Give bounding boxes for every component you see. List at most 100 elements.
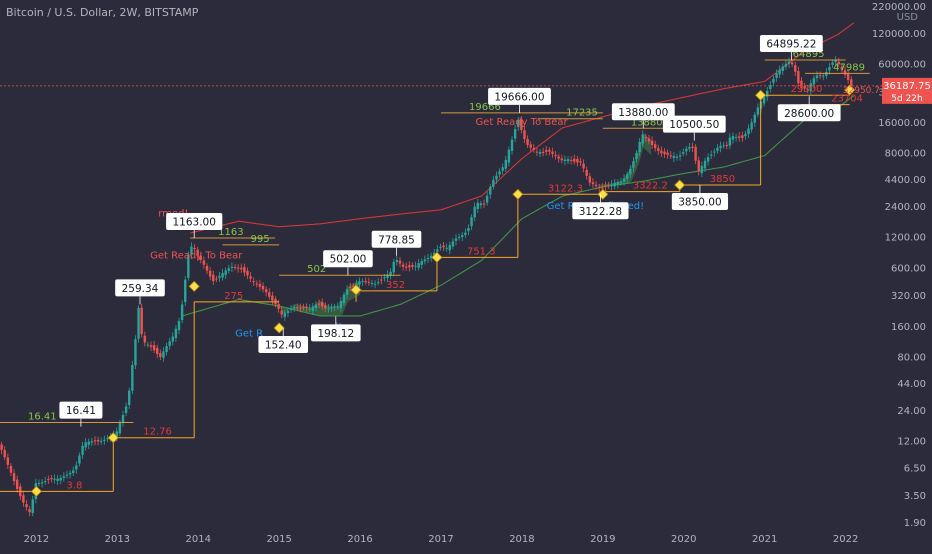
candle-body [373,283,377,285]
candle-body [408,265,411,268]
support-level-label: 751.3 [467,246,496,257]
candle-body [470,217,473,227]
price-label-box [323,250,373,268]
candle-body [184,279,187,302]
candle-body [766,90,769,97]
resistance-level-label: 502 [307,264,326,275]
price-label-box [671,193,729,211]
price-label-box [662,115,726,133]
x-tick-label: 2012 [24,534,49,545]
candle-body [261,285,265,290]
candle-body [212,274,215,282]
candle-body [797,70,800,84]
candle-body [541,151,545,153]
candle-body [423,259,427,262]
candle-body [815,75,819,79]
candle-body [794,65,797,72]
candle-body [68,472,72,475]
signal-diamond [844,84,856,96]
candle-body [850,79,853,86]
candle-body [333,306,336,308]
candle-body [489,186,492,195]
price-label-box [311,324,361,342]
candle-body [517,120,520,128]
candle-body [401,264,405,267]
candle-body [336,306,339,308]
x-tick-label: 2017 [428,534,453,545]
candle-body [762,96,766,104]
price-label-text: 64895.22 [766,39,816,51]
signal-diamond [30,485,42,497]
candle-body [314,304,318,309]
resistance-level-label: 17235 [566,108,598,119]
candle-body [0,444,3,450]
candle-body [613,182,616,187]
candle-body [174,328,178,339]
candle-body [476,202,479,210]
candle-body [526,138,529,145]
candle-body [510,139,514,151]
candle-body [622,178,626,182]
candle-body [12,473,16,482]
candle-body [103,439,106,441]
candle-body [734,136,738,138]
candle-body [492,179,495,187]
candle-body [607,184,610,186]
candle-body [187,254,190,278]
support-level-label: 12.76 [143,427,172,438]
candle-body [513,129,517,139]
candle-body [579,161,582,163]
signal-diamond [107,432,119,444]
candle-body [190,246,193,255]
candle-body [703,160,707,169]
price-label-box [488,87,551,105]
candle-body [156,347,159,354]
candle-body [507,149,511,163]
candle-body [498,171,501,175]
candle-body [65,474,69,476]
candle-body [286,310,290,314]
y-tick-label: 16000.00 [878,118,926,129]
candle-body [115,431,118,438]
candle-body [588,176,592,183]
candle-body [205,265,209,271]
candle-body [370,282,374,284]
x-tick-label: 2020 [671,534,696,545]
candle-body [165,346,168,353]
candle-body [3,450,6,458]
price-label-text: 1163.00 [172,217,215,229]
candle-body [426,258,430,260]
candle-body [772,78,775,83]
support-level-label: 3850 [710,174,735,185]
candle-body [741,135,744,138]
candle-body [84,442,87,448]
candle-body [722,145,725,147]
price-label-box [611,103,675,121]
candle-body [25,504,28,508]
price-label-text: 13880.00 [618,107,668,119]
last-price-value: 36187.75 [883,81,931,92]
signal-annotation: Get Ready To Bear [150,251,243,262]
candle-body [134,339,137,366]
candle-body [50,478,53,480]
y-tick-label: 60000.00 [878,60,926,71]
support-level-label: 352 [386,280,405,291]
signal-diamond [188,280,200,292]
candle-body [124,406,128,413]
resistance-level-label: 1163 [218,227,243,238]
candle-body [118,423,122,434]
candle-body [787,61,791,64]
candle-body [277,304,280,309]
candle-body [451,241,455,247]
candle-body [71,470,75,473]
candle-body [666,152,669,155]
price-label-text: 259.34 [122,283,159,295]
candle-body [137,307,140,339]
candle-body [566,159,570,162]
candle-body [15,479,19,490]
candle-body [706,157,710,162]
candle-body [348,287,352,289]
signal-annotation: Get Ready To Bear [475,117,568,128]
